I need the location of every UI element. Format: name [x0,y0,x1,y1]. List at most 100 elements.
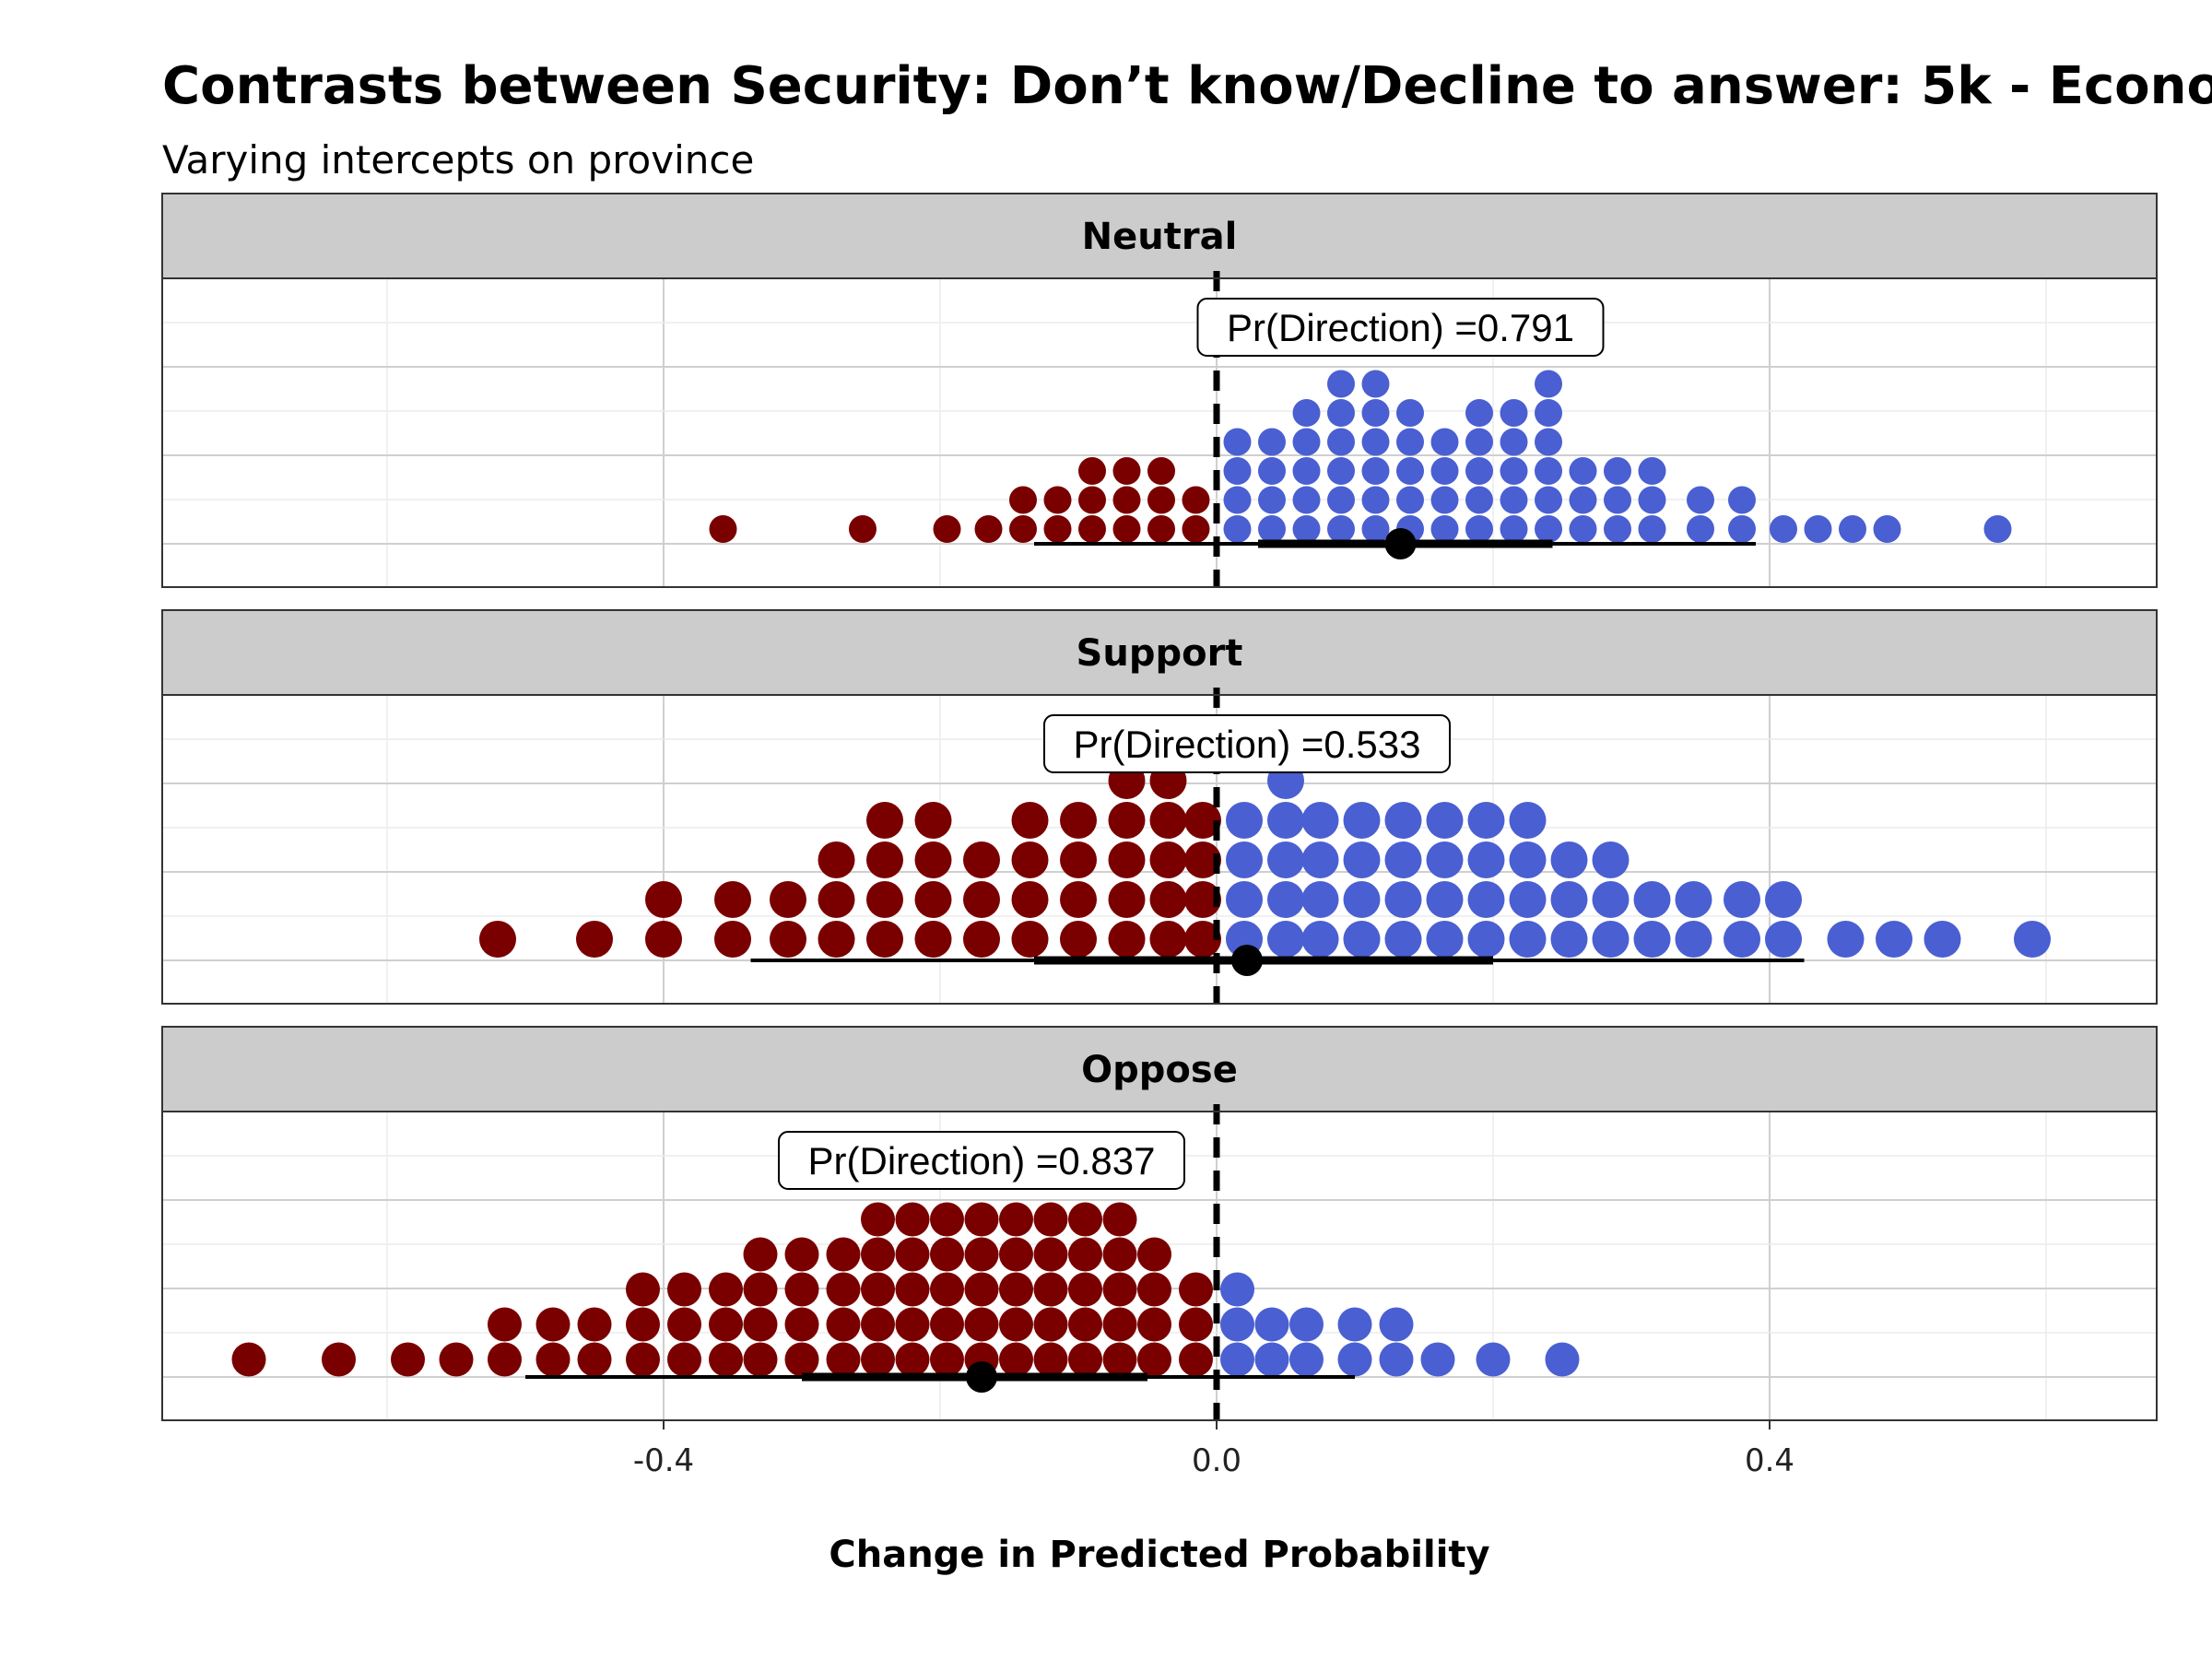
chart-subtitle: Varying intercepts on province [162,137,754,182]
dot [1068,1237,1102,1272]
dot [999,1237,1033,1272]
dot [1102,1202,1137,1237]
dot [1687,486,1714,514]
dot [999,1307,1033,1342]
dot [1060,881,1097,918]
dot [895,1237,930,1272]
dot [826,1307,861,1342]
dot [914,802,952,839]
dot [826,1342,861,1377]
prob-direction-label: Pr(Direction) =0.837 [778,1131,1185,1190]
dot [1068,1202,1102,1237]
dot [964,1272,999,1307]
dot [1728,486,1756,514]
dot [1220,1272,1254,1307]
dot [1327,457,1355,485]
dot [1500,457,1528,485]
dot [743,1237,778,1272]
dot [1361,370,1390,398]
dot [1430,457,1459,485]
dot [1226,881,1263,918]
panel-strip-label: Neutral [1082,216,1238,258]
dot [1327,486,1355,514]
dot [577,1307,612,1342]
dot [1633,881,1671,918]
dot [1535,428,1562,456]
dot [1509,802,1547,839]
dot [1724,881,1760,918]
dot [930,1202,964,1237]
dot [1379,1342,1414,1377]
dot [1500,515,1528,543]
x-axis: -0.4 0.0 0.4 [633,1420,1794,1479]
dot [1327,370,1355,398]
dot [439,1342,474,1377]
dot [1292,515,1321,543]
dot [1137,1237,1171,1272]
dot [714,881,751,918]
dot [1343,802,1381,839]
dot [1108,921,1146,958]
dot [1033,1202,1068,1237]
dot [1379,1307,1414,1342]
dot [1728,515,1756,543]
dot [1289,1342,1324,1377]
prob-direction-text: Pr(Direction) =0.791 [1227,306,1574,349]
dot [1267,921,1304,958]
dot [1509,841,1547,878]
dot [1292,399,1321,427]
dot [1184,841,1221,878]
dot [826,1272,861,1307]
dot [1301,881,1339,918]
dot [1426,802,1464,839]
prob-direction-label: Pr(Direction) =0.791 [1196,298,1605,357]
dot [1384,802,1422,839]
dot [1149,802,1187,839]
dot [1254,1342,1289,1377]
dot [2014,921,2051,958]
dot [1361,486,1390,514]
dot [861,1272,895,1307]
dot [709,1342,743,1377]
dot [1839,515,1866,543]
dot [1343,841,1381,878]
dot [1467,841,1505,878]
dot [1535,370,1562,398]
dot [1043,515,1072,543]
dot [1068,1342,1102,1377]
dot [1292,428,1321,456]
dot [770,881,806,918]
dot [1876,921,1912,958]
x-tick-label: 0.4 [1745,1442,1794,1479]
dot [1108,802,1146,839]
dot [667,1307,701,1342]
dot [1226,841,1263,878]
dot [535,1342,571,1377]
dot [914,841,952,878]
dot [1384,841,1422,878]
dot [1430,428,1459,456]
dot [1258,428,1286,456]
dot [866,841,903,878]
dot [1500,428,1528,456]
x-tick-label: 0.0 [1192,1442,1241,1479]
dot [1550,921,1588,958]
dot [1638,457,1666,485]
dot [1108,881,1146,918]
panel-dots [709,370,2012,543]
dot [1633,921,1671,958]
dot [784,1237,819,1272]
dot [818,921,855,958]
panel-support: Support Pr(Direction) =0.533 [161,609,2158,1005]
dot [1804,515,1832,543]
dot [784,1307,819,1342]
dot [1060,841,1097,878]
dot [1675,921,1712,958]
dot [1292,486,1321,514]
dot [1078,486,1106,514]
dot [743,1342,778,1377]
panel-strip-label: Support [1077,632,1243,675]
dot [743,1307,778,1342]
dot [1873,515,1901,543]
